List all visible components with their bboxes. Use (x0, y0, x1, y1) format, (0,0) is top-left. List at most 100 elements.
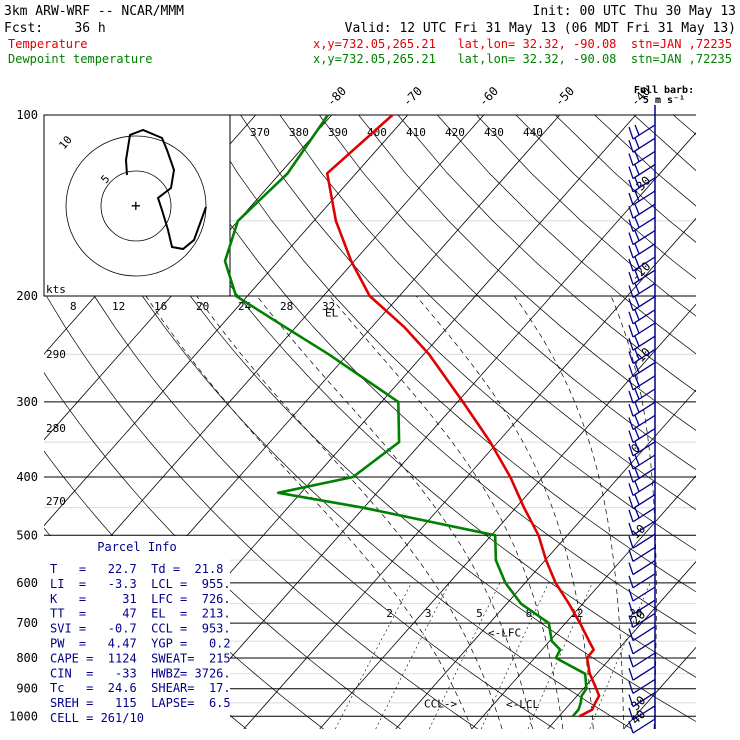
hodograph-ring (100, 170, 172, 242)
pressure-tick-label: 700 (16, 616, 38, 630)
isotherm-line (700, 115, 740, 729)
wind-barb (628, 322, 656, 338)
parcel-info-row: SREH = 115 LAPSE= 6.5 (50, 696, 231, 710)
sounding-traces: EL <-LFC <-LCL CCL-> (223, 114, 601, 718)
wind-barb (628, 507, 656, 523)
lfc-marker: <-LFC (488, 627, 521, 640)
mixing-ratio-label: 5 (476, 607, 483, 620)
pressure-tick-label: 400 (16, 470, 38, 484)
parcel-info-box: Parcel Info T = 22.7 Td = 21.8LI = -3.3 … (44, 536, 231, 730)
wind-barb (628, 678, 656, 694)
parcel-info-row: LI = -3.3 LCL = 955. (50, 577, 231, 591)
wind-barb (628, 150, 656, 166)
wind-barb (628, 480, 656, 496)
wind-barb (628, 348, 656, 364)
theta-label: 370 (250, 126, 270, 139)
wind-barb (628, 309, 656, 325)
hodograph-speed-tick: 8 (70, 300, 77, 313)
theta-label: 410 (406, 126, 426, 139)
hodograph-units: kts (46, 283, 66, 296)
ccl-marker: CCL-> (424, 698, 457, 711)
temperature-tick-label: -70 (400, 84, 425, 109)
temperature-tick-label: -60 (476, 84, 501, 109)
isotherm-line (243, 217, 696, 729)
moist-adiabat (415, 295, 594, 729)
dry-adiabat (437, 115, 696, 355)
dry-adiabat (44, 205, 555, 729)
dry-adiabat (713, 115, 740, 729)
mixing-ratio-line (429, 582, 501, 729)
dry-adiabat (82, 115, 696, 722)
wind-barb (628, 520, 656, 536)
parcel-info-row: T = 22.7 Td = 21.8 (50, 562, 223, 576)
mixing-ratio-line (527, 582, 593, 729)
wind-barb (628, 414, 656, 430)
dry-adiabat (515, 115, 696, 280)
dewpoint-legend: Dewpoint temperature (8, 52, 153, 66)
wind-barb (628, 467, 656, 483)
dry-adiabat (122, 115, 696, 678)
wind-barb (628, 164, 656, 180)
parcel-info-row: TT = 47 EL = 213. (50, 607, 231, 621)
dry-adiabat (397, 115, 696, 393)
moist-adiabat (514, 295, 625, 729)
wind-barb (628, 546, 656, 562)
theta-side-label: 280 (46, 422, 66, 435)
wind-barbs (628, 105, 656, 734)
barb-legend-title: Full barb: (634, 85, 694, 96)
theta-label: 420 (445, 126, 465, 139)
parcel-info-row: Tc = 24.6 SHEAR= 17. (50, 681, 231, 695)
parcel-info-row: SVI = -0.7 CCL = 953. (50, 622, 231, 636)
temperature-location: x,y=732.05,265.21 lat,lon= 32.32, -90.08… (313, 37, 732, 51)
dewpoint-location: x,y=732.05,265.21 lat,lon= 32.32, -90.08… (313, 52, 732, 66)
wind-barb (628, 573, 656, 589)
hodograph-speed-tick: 32 (322, 300, 335, 313)
mixing-ratio-label: 2 (386, 607, 393, 620)
hodograph-speed-tick: 20 (196, 300, 209, 313)
wind-barb (628, 612, 656, 628)
theta-label: 380 (289, 126, 309, 139)
wind-barb (628, 296, 656, 312)
wind-barb (628, 282, 656, 298)
isotherm-line (0, 115, 28, 729)
wind-barb (628, 705, 656, 721)
moist-adiabat (256, 295, 533, 729)
dry-adiabat (161, 115, 696, 635)
init-time: Init: 00 UTC Thu 30 May 13 (533, 4, 737, 19)
wind-barb (628, 626, 656, 642)
wind-barb (628, 375, 656, 391)
wind-barb (628, 124, 656, 140)
mixing-ratio-label: 3 (425, 607, 432, 620)
wind-barb (628, 533, 656, 549)
temperature-legend: Temperature (8, 37, 87, 51)
isotherm-line (44, 115, 485, 612)
wind-barb (628, 454, 656, 470)
parcel-info-row: CAPE = 1124 SWEAT= 215 (50, 651, 231, 665)
isotherm-line (547, 561, 696, 729)
wind-barb (628, 256, 656, 272)
theta-label: 430 (484, 126, 504, 139)
wind-barb (628, 388, 656, 404)
lcl-marker: <-LCL (506, 698, 539, 711)
hodograph-center: + (131, 196, 141, 215)
moist-adiabat (329, 295, 564, 729)
pressure-tick-label: 100 (16, 108, 38, 122)
dry-adiabat (279, 115, 696, 511)
isotherm-line (319, 303, 696, 729)
wind-barb (628, 401, 656, 417)
wind-barb (628, 639, 656, 655)
hodograph-speed-tick: 12 (112, 300, 125, 313)
mixing-ratio-line (589, 582, 651, 729)
wind-barb (628, 216, 656, 232)
theta-side-label: 270 (46, 495, 66, 508)
pressure-tick-label: 1000 (9, 709, 38, 723)
hodograph-speed-tick: 28 (280, 300, 293, 313)
valid-time: Valid: 12 UTC Fri 31 May 13 (06 MDT Fri … (345, 21, 736, 36)
wind-barb (628, 335, 656, 351)
dry-adiabat (358, 115, 696, 431)
dry-adiabat (44, 115, 632, 729)
wind-barb (628, 230, 656, 246)
isotherm-line (471, 475, 696, 729)
